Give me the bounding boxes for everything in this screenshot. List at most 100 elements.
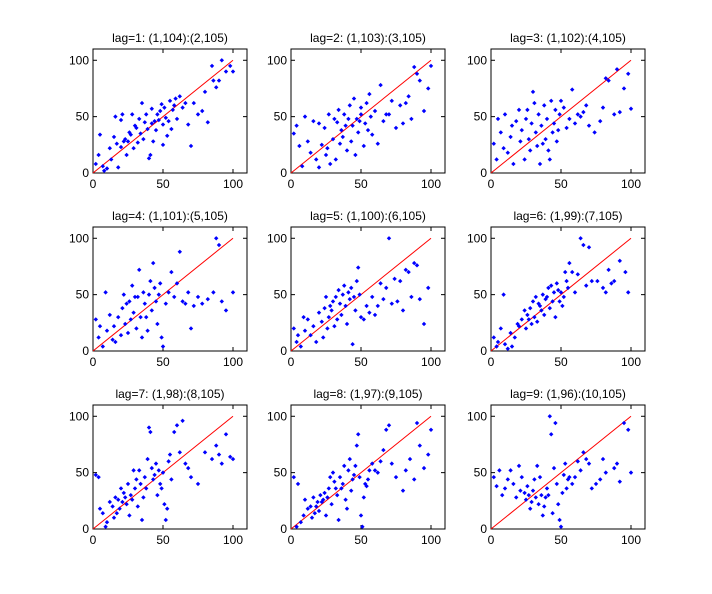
scatter-point [549,283,554,288]
scatter-point [406,269,411,275]
scatter-point [522,490,527,496]
scatter-point [557,112,562,117]
scatter-point [325,146,330,151]
scatter-point [172,429,177,435]
scatter-point [349,285,354,291]
subplot-title: lag=1: (1,104):(2,105) [112,31,228,45]
scatter-point [556,502,561,507]
scatter-point [378,281,383,286]
scatter-point [209,456,215,462]
scatter-point [361,317,366,322]
scatter-point [219,461,224,466]
scatter-point [153,461,159,466]
scatter-point [518,139,523,144]
scatter-point [533,294,538,300]
scatter-point [502,342,508,347]
scatter-point [330,299,336,304]
scatter-point [554,481,559,487]
scatter-point [516,107,522,113]
scatter-point [144,486,149,491]
scatter-point [329,308,334,313]
scatter-point [381,118,386,124]
scatter-point [202,450,208,455]
y-tick-label: 0 [82,344,89,358]
scatter-point [426,86,431,91]
scatter-point [535,463,540,469]
scatter-point [500,492,505,498]
scatter-point [305,317,310,322]
scatter-point [384,285,389,291]
scatter-point [606,267,611,273]
y-tick-label: 0 [480,522,487,536]
scatter-point [342,463,347,469]
scatter-point [134,125,139,131]
scatter-point [600,105,606,110]
scatter-point [107,499,112,505]
scatter-point [305,139,310,144]
scatter-point [298,520,303,525]
scatter-point [159,102,164,107]
scatter-point [336,287,341,293]
scatter-point [180,418,185,423]
subplot-title: lag=4: (1,101):(5,105) [112,209,228,223]
scatter-point [514,495,519,500]
scatter-point [494,483,499,489]
axes-box [92,404,248,530]
scatter-point [118,117,124,123]
scatter-point [570,481,575,487]
y-tick-label: 50 [474,288,488,302]
scatter-point [595,278,600,284]
y-tick-label: 50 [474,466,488,480]
scatter-point [414,263,420,268]
scatter-point [526,136,531,142]
scatter-point [581,450,586,455]
scatter-point [598,118,603,124]
scatter-point [561,105,566,110]
scatter-point [536,502,541,507]
subplot-lag-6: lag=6: (1,99):(7,105) 0 50 100 0 50 100 [467,209,646,369]
x-tick-label: 50 [354,355,368,369]
scatter-point [142,474,147,480]
scatter-point [603,290,608,295]
scatter-point [533,495,538,500]
scatter-point [542,312,547,318]
scatter-point [312,511,317,516]
scatter-point [560,490,565,496]
scatter-point [314,339,319,345]
scatter-point [584,103,589,108]
scatter-point [205,296,210,302]
subplot-lag-7: lag=7: (1,98):(8,105) 0 50 100 0 50 100 [69,387,248,547]
scatter-point [412,477,417,482]
scatter-point [412,64,417,70]
scatter-point [343,497,348,502]
scatter-point [389,301,394,306]
scatter-point [219,58,224,63]
scatter-point [216,78,222,83]
scatter-point [144,112,149,117]
scatter-point [116,314,121,320]
scatter-point [533,130,538,135]
scatter-point [216,242,222,248]
scatter-point [118,486,124,491]
subplot-title: lag=7: (1,98):(8,105) [115,387,224,401]
scatter-point [337,301,343,306]
scatter-point [523,497,529,502]
y-tick-label: 50 [274,110,288,124]
scatter-point [578,236,583,241]
scatter-point [93,317,98,322]
scatter-point [400,488,406,493]
scatter-point [335,317,340,322]
scatter-point [516,324,522,329]
scatter-point [138,481,143,487]
scatter-point [111,134,117,140]
scatter-point [180,299,185,304]
scatter-point [546,492,551,498]
scatter-point [549,98,554,104]
scatter-point [392,276,397,282]
scatter-point [322,125,327,131]
scatter-point [544,294,550,300]
scatter-point [191,303,196,309]
scatter-point [97,324,103,329]
scatter-point [550,299,555,304]
scatter-point [130,112,135,117]
